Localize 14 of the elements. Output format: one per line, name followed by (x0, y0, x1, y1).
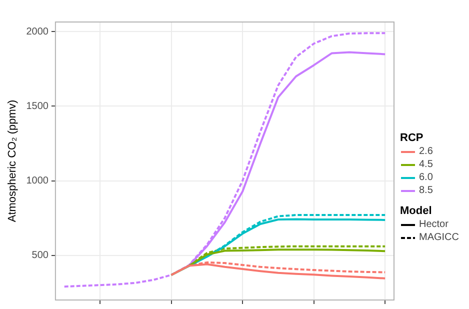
legend-label: 2.6 (419, 146, 433, 157)
line-series (63, 32, 386, 288)
legend-label: 6.0 (419, 172, 433, 183)
y-tick-label: 2000 (26, 26, 49, 38)
legend-label: MAGICC (419, 232, 459, 243)
text: Model (400, 205, 433, 217)
y-tick-label: 1500 (26, 100, 49, 112)
legend-title: RCP (400, 132, 424, 144)
y-tick-label: 500 (32, 250, 49, 262)
legend-label: Hector (419, 219, 448, 230)
y-axis-title: Atmospheric CO₂ (ppmv) (6, 100, 19, 222)
legend-label: 8.5 (419, 185, 433, 196)
y-tick-label: 1000 (26, 176, 49, 186)
legend-label: 4.5 (419, 159, 433, 170)
